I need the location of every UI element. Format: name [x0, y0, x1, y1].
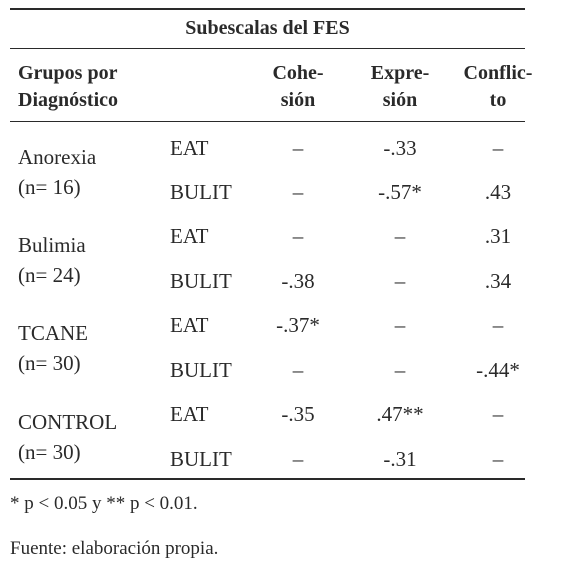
conflicto-cell: .31: [484, 224, 512, 248]
bottom-rule: [10, 478, 525, 480]
group-name: TCANE: [18, 321, 88, 345]
header-expresion: Expre- sión: [360, 60, 440, 114]
conflicto-cell: –: [492, 136, 504, 160]
header-cohesion: Cohe- sión: [258, 60, 338, 114]
expresion-cell: .47**: [376, 402, 424, 426]
cohesion-cell: –: [292, 224, 304, 248]
header-rule: [10, 121, 525, 122]
conflicto-cell: -.44*: [476, 358, 520, 382]
caption-rule: [10, 48, 525, 49]
group-label-tcane: TCANE (n= 30): [18, 318, 88, 378]
cohesion-cell: -.35: [281, 402, 315, 426]
instrument-cell: BULIT: [170, 358, 232, 382]
table-caption: Subescalas del FES: [185, 17, 350, 39]
group-label-bulimia: Bulimia (n= 24): [18, 230, 86, 290]
expresion-cell: -.57*: [378, 180, 422, 204]
instrument-cell: EAT: [170, 224, 209, 248]
instrument-cell: EAT: [170, 402, 209, 426]
conflicto-cell: –: [492, 313, 504, 337]
expresion-cell: –: [394, 313, 406, 337]
group-n: (n= 30): [18, 440, 81, 464]
top-rule: [10, 8, 525, 10]
header-conflicto: Conflic- to: [458, 60, 538, 114]
instrument-cell: EAT: [170, 136, 209, 160]
header-expresion-line-2: sión: [382, 89, 418, 111]
expresion-cell: -.31: [383, 447, 417, 471]
instrument-cell: EAT: [170, 313, 209, 337]
header-groups-line-2: Diagnóstico: [18, 89, 118, 111]
cohesion-cell: –: [292, 136, 304, 160]
group-n: (n= 24): [18, 263, 81, 287]
cohesion-cell: –: [292, 447, 304, 471]
group-name: Anorexia: [18, 145, 97, 169]
cohesion-cell: -.38: [281, 269, 315, 293]
header-cohesion-line-2: sión: [280, 89, 316, 111]
header-conflicto-line-1: Conflic-: [463, 62, 533, 84]
significance-note: * p < 0.05 y ** p < 0.01.: [10, 493, 198, 514]
expresion-cell: –: [394, 358, 406, 382]
expresion-cell: –: [394, 269, 406, 293]
header-expresion-line-1: Expre-: [370, 62, 430, 84]
group-label-anorexia: Anorexia (n= 16): [18, 142, 96, 202]
group-label-control: CONTROL (n= 30): [18, 407, 117, 467]
group-name: Bulimia: [18, 233, 86, 257]
group-n: (n= 30): [18, 351, 81, 375]
header-cohesion-line-1: Cohe-: [272, 62, 324, 84]
cohesion-cell: –: [292, 358, 304, 382]
cohesion-cell: -.37*: [276, 313, 320, 337]
conflicto-cell: –: [492, 402, 504, 426]
conflicto-cell: –: [492, 447, 504, 471]
header-groups: Grupos por Diagnóstico: [18, 60, 118, 114]
header-conflicto-line-2: to: [489, 89, 507, 111]
expresion-cell: –: [394, 224, 406, 248]
source-note: Fuente: elaboración propia.: [10, 538, 219, 559]
cohesion-cell: –: [292, 180, 304, 204]
conflicto-cell: .34: [484, 269, 512, 293]
group-n: (n= 16): [18, 175, 81, 199]
header-groups-line-1: Grupos por: [18, 62, 118, 84]
instrument-cell: BULIT: [170, 269, 232, 293]
group-name: CONTROL: [18, 410, 118, 434]
expresion-cell: -.33: [383, 136, 417, 160]
conflicto-cell: .43: [484, 180, 512, 204]
instrument-cell: BULIT: [170, 447, 232, 471]
instrument-cell: BULIT: [170, 180, 232, 204]
